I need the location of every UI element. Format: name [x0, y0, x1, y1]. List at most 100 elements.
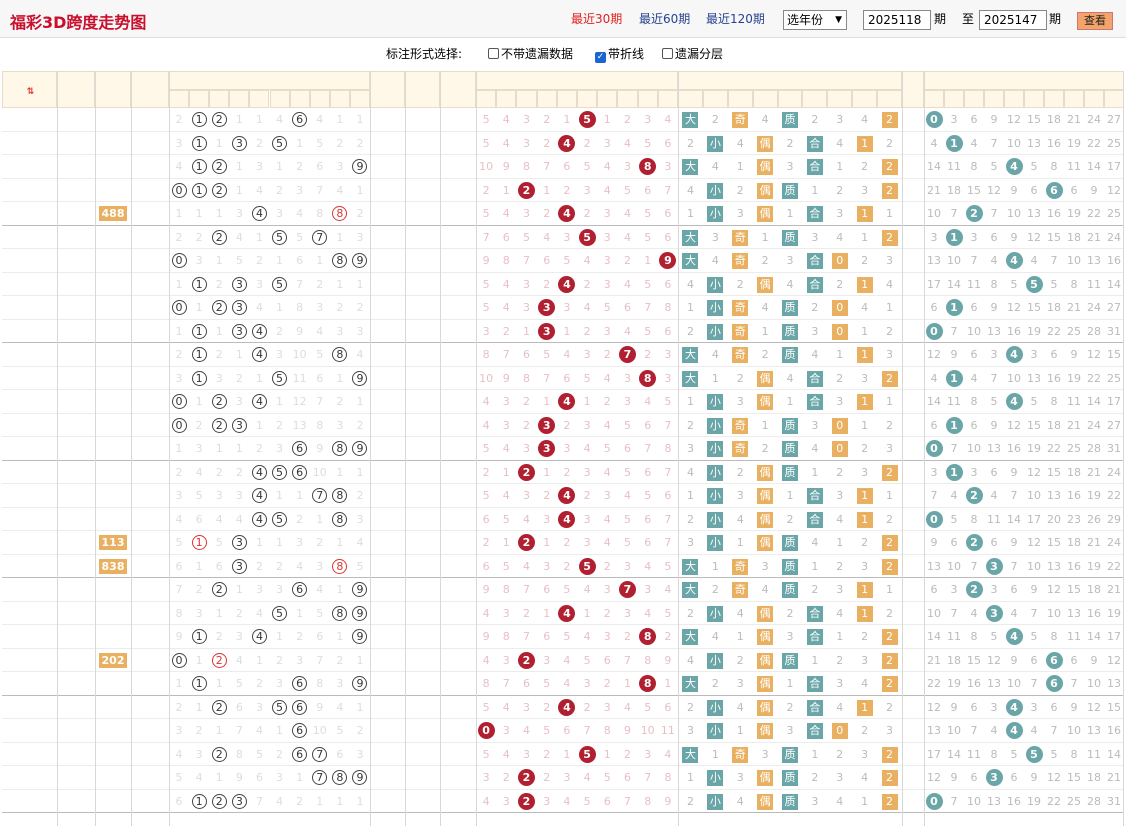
hit-number: 3 [231, 300, 247, 315]
amplitude-trend-cell: 9 [1090, 183, 1098, 197]
pattern-cell: 3 [686, 724, 694, 737]
distribution-cell: 1 [195, 207, 203, 220]
amplitude-trend-cell: 14 [1107, 747, 1121, 761]
year-select[interactable]: 选年份 ▼ [783, 10, 847, 30]
span-trend-cell: 7 [502, 677, 510, 690]
amplitude-trend-cell: 19 [947, 677, 961, 690]
pattern-cell: 1 [811, 559, 819, 573]
recent-120-link[interactable]: 最近120期 [706, 12, 765, 26]
pattern-tag: 小 [707, 699, 724, 716]
amplitude-trend-cell: 7 [1010, 489, 1018, 502]
amplitude-trend-cell: 14 [1087, 395, 1101, 408]
pattern-cell: 1 [686, 395, 694, 408]
span-trend-cell: 3 [543, 653, 551, 667]
span-trend-cell: 9 [658, 249, 678, 273]
amplitude-trend-cell: 0 [924, 790, 944, 814]
span-trend-cell: 2 [522, 418, 530, 432]
header-shiji [57, 71, 95, 108]
amplitude-trend-cell: 16 [1107, 254, 1121, 267]
recent-30-link[interactable]: 最近30期 [571, 12, 623, 26]
distribution-cell: 1 [195, 395, 203, 408]
amplitude-trend-cell: 4 [1004, 249, 1024, 273]
winning-number [95, 696, 131, 720]
pattern-cell: 合 [802, 390, 827, 414]
span-two [405, 790, 440, 814]
header-qihao[interactable]: ⇅ [2, 71, 57, 108]
distribution-cell: 4 [249, 343, 269, 367]
query-button[interactable]: 查看 [1077, 12, 1113, 30]
pattern-cell: 2 [686, 324, 694, 338]
span-two [405, 367, 440, 391]
option-omission-layer[interactable]: 遗漏分层 [662, 47, 723, 61]
span-trend-cell: 3 [502, 794, 510, 808]
span-trend-cell: 4 [543, 230, 551, 244]
pattern-cell: 2 [877, 531, 902, 555]
pattern-cell: 3 [736, 677, 744, 690]
pattern-cell: 4 [861, 771, 869, 784]
span-trend-cell: 1 [603, 747, 611, 761]
distribution-cell: 1 [189, 343, 209, 367]
sort-icon[interactable]: ⇅ [26, 87, 35, 97]
distribution-cell: 2 [276, 324, 284, 338]
amplitude-trend-cell: 15 [1067, 771, 1081, 784]
amplitude-trend-cell: 19 [1027, 442, 1041, 455]
pattern-cell: 1 [761, 230, 769, 244]
distribution-cell: 8 [330, 343, 350, 367]
pattern-cell: 小 [703, 719, 728, 743]
distribution-cell: 2 [215, 348, 223, 361]
span-trend-cell: 2 [482, 465, 490, 479]
distribution-cell: 9 [350, 367, 370, 391]
issue-number [2, 367, 57, 391]
hit-number: 6 [292, 723, 308, 738]
amplitude-trend-cell: 12 [1027, 230, 1041, 244]
xt-header [802, 90, 828, 108]
option-polyline[interactable]: ✓ 带折线 [595, 47, 644, 63]
to-issue-input[interactable]: 2025147 [979, 10, 1047, 30]
pattern-cell: 4 [711, 254, 719, 267]
span-one [370, 437, 405, 461]
test-number [57, 602, 95, 626]
from-issue-input[interactable]: 2025118 [863, 10, 931, 30]
pattern-cell: 3 [761, 747, 769, 761]
table-row [2, 343, 1124, 367]
span-trend-ball: 2 [517, 769, 535, 786]
hit-number: 6 [292, 582, 308, 597]
amplitude-trend-cell: 7 [990, 136, 998, 150]
winning-number [95, 743, 131, 767]
distribution-cell: 6 [215, 559, 223, 573]
span-total [440, 719, 476, 743]
span-total [440, 766, 476, 790]
pattern-tag: 大 [682, 629, 699, 645]
year-select-value: 选年份 [787, 13, 824, 27]
recent-60-link[interactable]: 最近60期 [639, 12, 691, 26]
issue-number [2, 249, 57, 273]
table-row [2, 202, 1124, 226]
distribution-cell: 1 [175, 677, 183, 690]
option-no-omission[interactable]: 不带遗漏数据 [488, 47, 573, 61]
amplitude-trend-cell: 6 [970, 348, 978, 361]
span-trend-cell: 6 [543, 254, 551, 267]
pattern-cell: 2 [786, 136, 794, 150]
pattern-cell: 2 [836, 183, 844, 197]
amplitude-trend-cell: 18 [1087, 583, 1101, 596]
pattern-cell: 2 [877, 649, 902, 673]
column-divider [95, 71, 96, 826]
sum-tail [131, 790, 169, 814]
checkbox-icon[interactable] [662, 48, 673, 59]
span-trend-cell: 10 [479, 160, 494, 173]
amplitude-trend-cell: 16 [1047, 136, 1061, 150]
pattern-cell: 1 [836, 348, 844, 361]
checkbox-icon[interactable] [488, 48, 499, 59]
amplitude-trend-cell: 14 [947, 277, 961, 291]
hit-number: 2 [211, 112, 227, 127]
checkbox-checked-icon[interactable]: ✓ [595, 52, 606, 63]
distribution-cell: 3 [336, 418, 344, 432]
span-trend-cell: 2 [563, 536, 571, 549]
span-trend-cell: 1 [543, 465, 551, 479]
amplitude-trend-cell: 10 [1007, 677, 1021, 690]
distribution-cell: 2 [209, 179, 229, 203]
hit-number: 4 [251, 511, 267, 527]
span-trend-cell: 9 [664, 653, 672, 667]
pattern-cell: 4 [836, 230, 844, 244]
amplitude-trend-cell: 11 [1087, 747, 1101, 761]
